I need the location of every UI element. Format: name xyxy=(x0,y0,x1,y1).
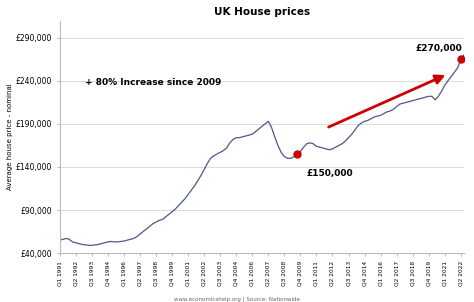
Text: £150,000: £150,000 xyxy=(307,169,354,178)
Text: www.economicshelp.org | Source: Nationwide: www.economicshelp.org | Source: Nationwi… xyxy=(174,297,300,302)
Y-axis label: Average house price - nominal: Average house price - nominal xyxy=(7,83,13,190)
Text: + 80% Increase since 2009: + 80% Increase since 2009 xyxy=(85,78,222,87)
Text: £270,000: £270,000 xyxy=(416,44,463,53)
Title: UK House prices: UK House prices xyxy=(214,7,310,17)
